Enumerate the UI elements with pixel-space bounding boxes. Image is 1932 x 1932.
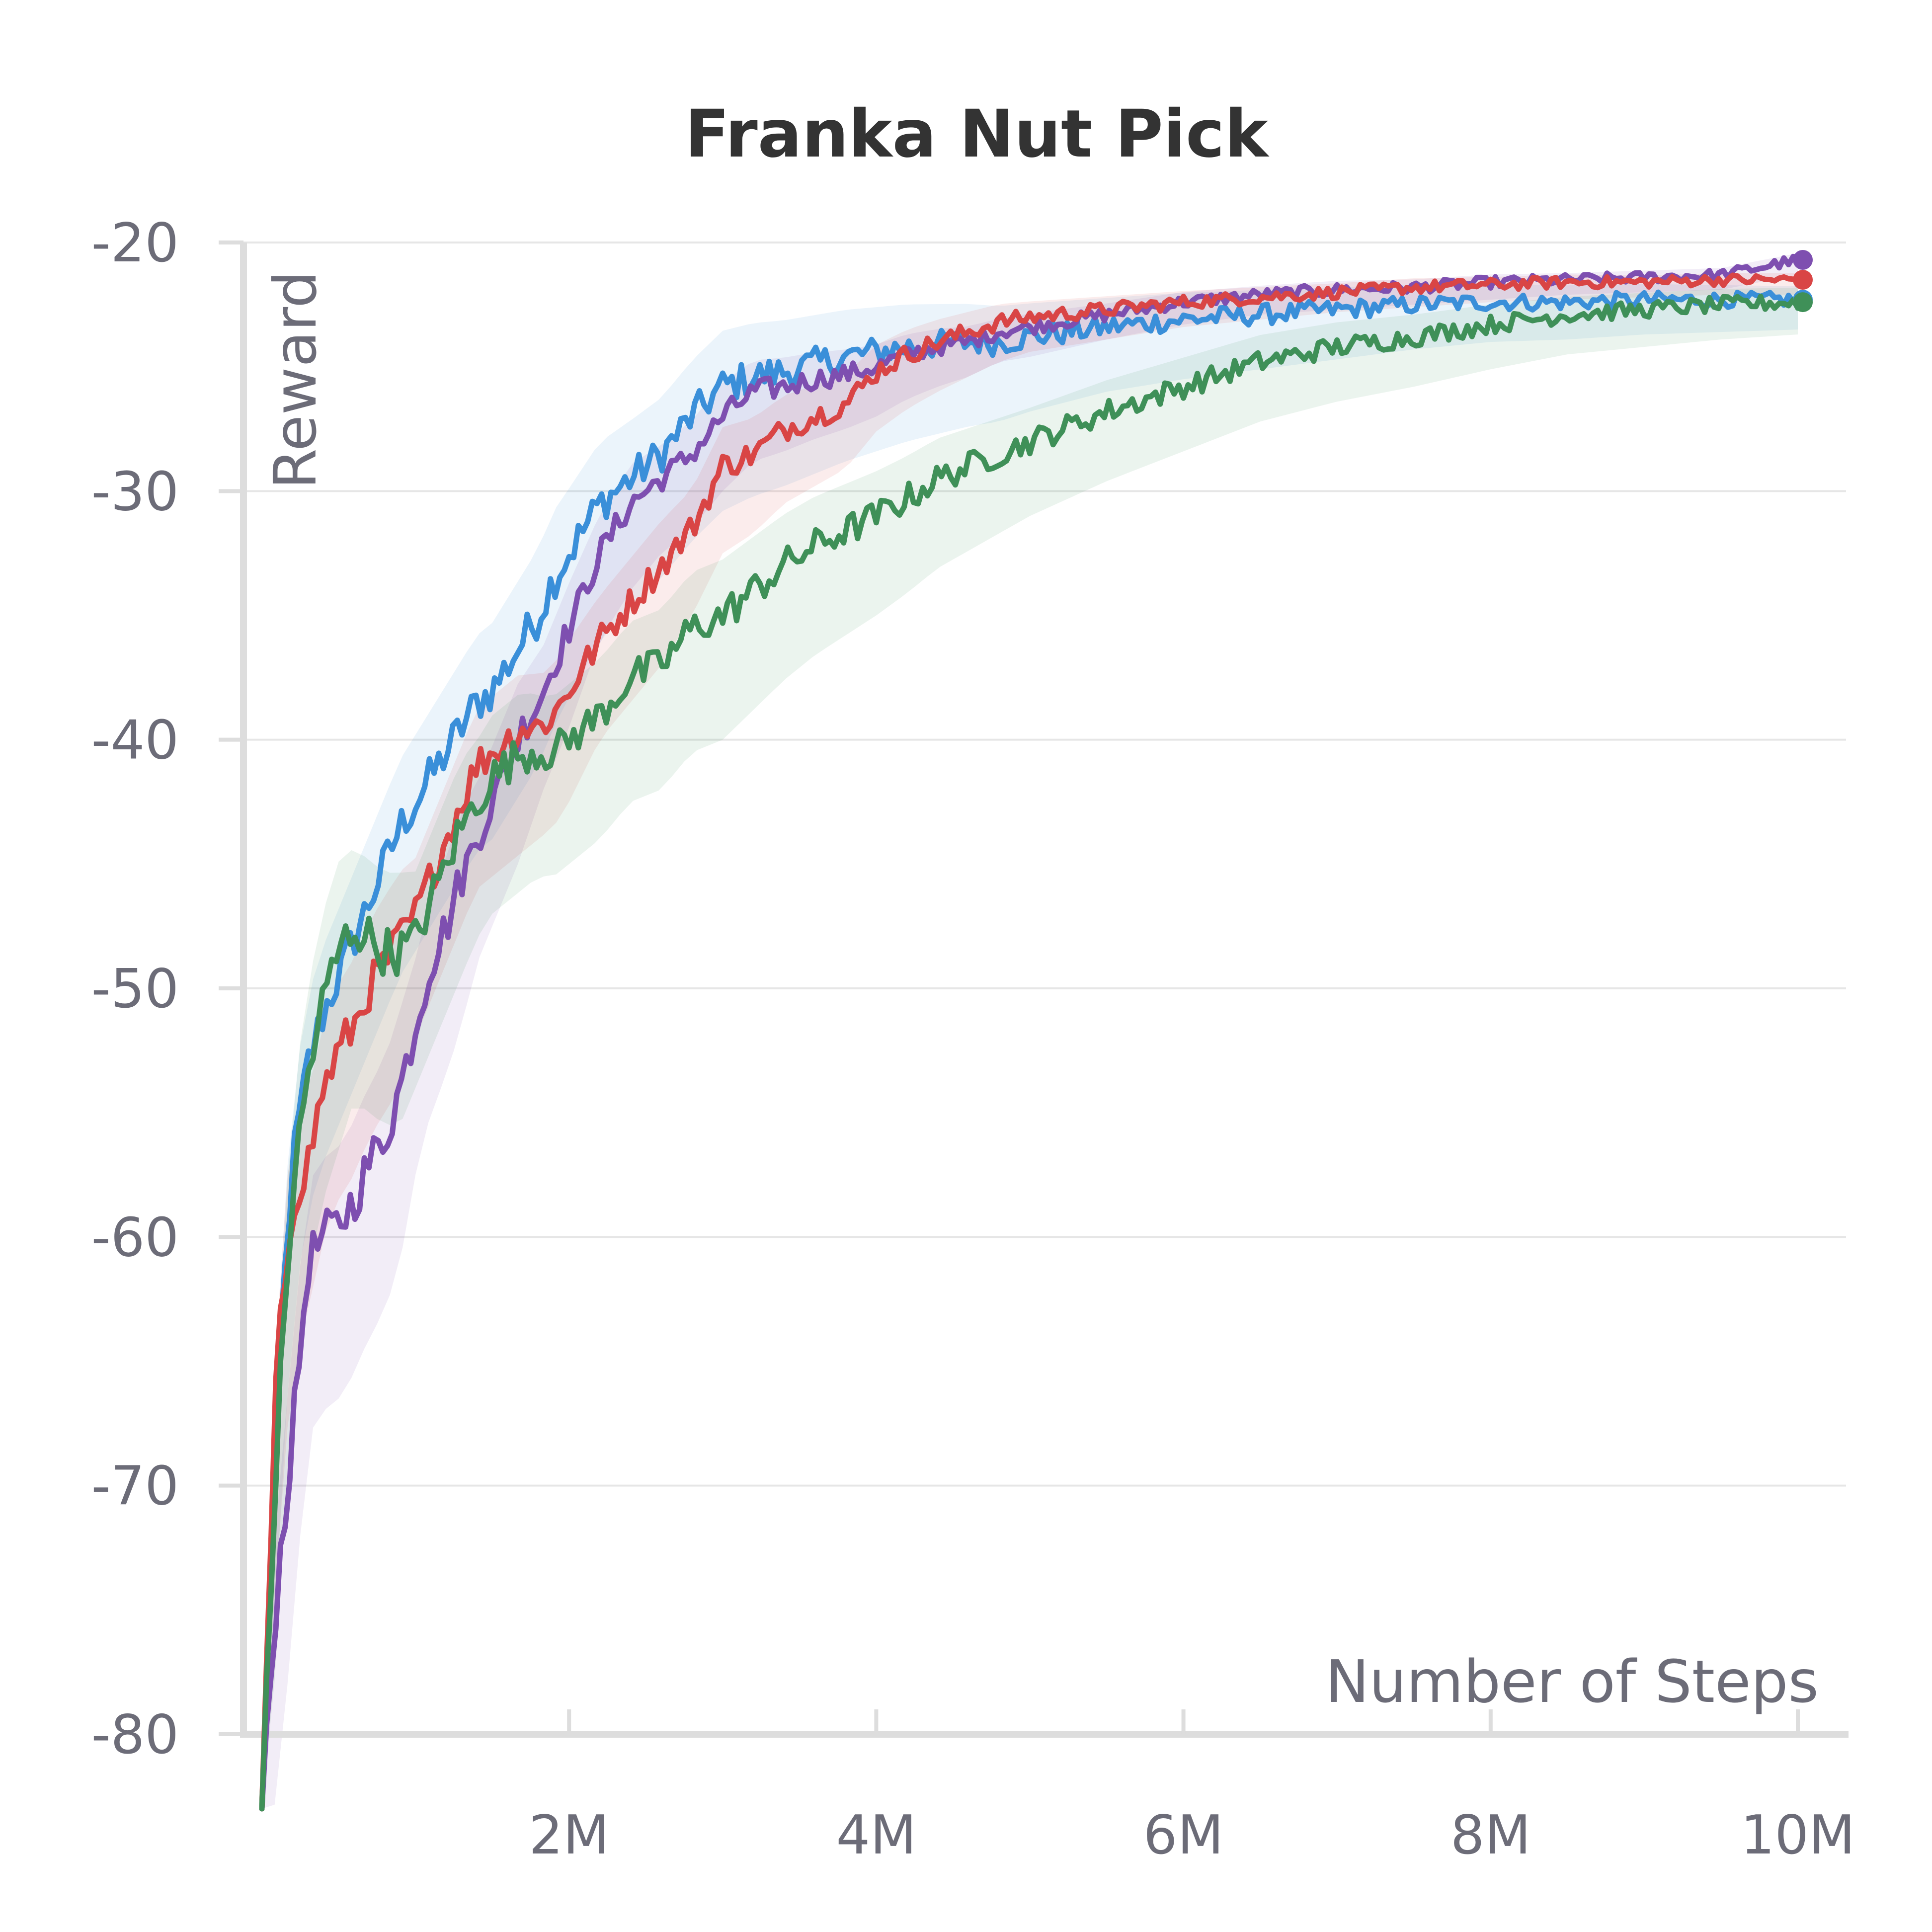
series-end-dot-2: [1793, 270, 1813, 290]
x-tick-label-3: 8M: [1450, 1804, 1531, 1866]
x-tick-label-2: 6M: [1143, 1804, 1224, 1866]
x-tick-label-4: 10M: [1741, 1804, 1855, 1866]
series-end-dot-1: [1793, 250, 1813, 270]
series-line-2: [259, 272, 1801, 1812]
y-tick-label-1: -30: [91, 461, 179, 523]
y-tick-label-2: -40: [91, 710, 179, 772]
x-tick-labels: 2M 4M 6M 8M 10M: [529, 1804, 1855, 1866]
x-axis-label: Number of Steps: [1325, 1647, 1819, 1716]
y-tick-labels: -20 -30 -40 -50 -60 -70 -80: [91, 212, 179, 1766]
series-line-0: [259, 289, 1801, 1812]
chart-title: Franka Nut Pick: [685, 96, 1270, 172]
y-tick-label-0: -20: [91, 212, 179, 274]
y-tick-label-6: -80: [91, 1704, 179, 1766]
y-tick-label-3: -50: [91, 958, 179, 1020]
y-tick-label-5: -70: [91, 1455, 179, 1518]
variance-bands: [262, 253, 1798, 1809]
y-axis-label: Reward: [261, 271, 329, 489]
series-line-3: [259, 294, 1801, 1812]
series-end-dot-3: [1793, 292, 1813, 313]
series-band-3: [262, 287, 1798, 1809]
axes: [219, 241, 1849, 1738]
x-tick-label-0: 2M: [529, 1804, 609, 1866]
x-tick-label-1: 4M: [836, 1804, 916, 1866]
y-tick-label-4: -60: [91, 1207, 179, 1269]
end-markers: [1793, 250, 1813, 313]
series-lines: [259, 253, 1801, 1812]
